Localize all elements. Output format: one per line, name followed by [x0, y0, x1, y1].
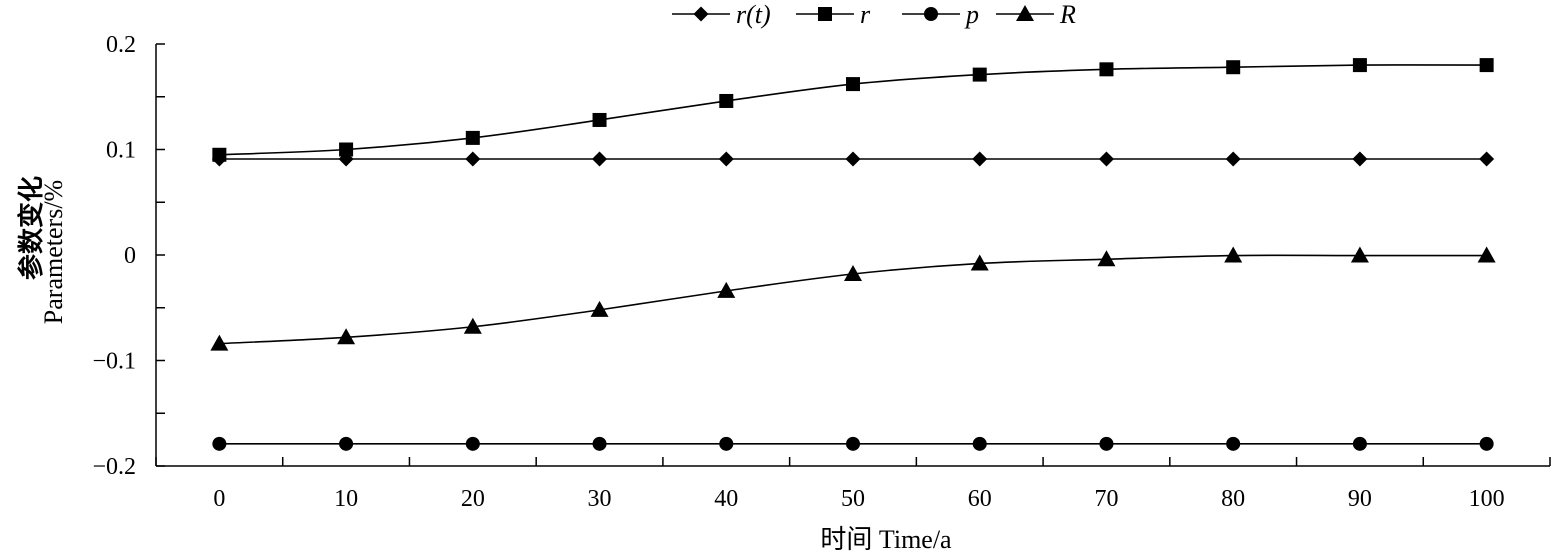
data-point — [970, 254, 989, 271]
data-point — [592, 151, 608, 167]
data-point — [1352, 151, 1368, 167]
y-tick-label: −0.2 — [92, 454, 136, 480]
data-point — [972, 151, 988, 167]
legend-label: r(t) — [736, 0, 771, 29]
x-tick-label: 100 — [1469, 486, 1505, 512]
data-point — [1226, 60, 1241, 75]
legend-item: p — [902, 0, 979, 29]
y-tick-label: 0 — [124, 243, 136, 269]
x-tick-label: 70 — [1094, 486, 1118, 512]
data-point — [210, 334, 229, 351]
data-point — [1479, 151, 1495, 167]
x-tick-label: 0 — [213, 486, 225, 512]
data-point — [1352, 436, 1367, 451]
data-point — [845, 151, 861, 167]
legend-item: r — [796, 0, 871, 29]
data-point — [1479, 436, 1494, 451]
series-3 — [210, 246, 1496, 351]
legend-marker — [693, 6, 709, 22]
data-point — [717, 281, 736, 298]
data-point — [1224, 246, 1243, 263]
y-axis-title-cn: 参数变化 — [16, 176, 46, 280]
x-tick-label: 80 — [1221, 486, 1245, 512]
x-axis: 0 10 20 30 40 50 60 70 80 90 100 — [155, 457, 1551, 512]
y-axis-title-cn-group: 参数变化 — [16, 176, 46, 280]
legend-label: p — [964, 0, 979, 29]
legend-item: r(t) — [672, 0, 771, 29]
y-tick-label: 0.2 — [106, 32, 136, 58]
legend-marker — [1016, 5, 1034, 21]
data-point — [844, 264, 862, 281]
data-point — [719, 93, 734, 108]
data-point — [592, 112, 607, 127]
data-point — [337, 328, 356, 345]
data-point — [846, 77, 860, 92]
data-point — [1352, 58, 1367, 73]
x-tick-label: 50 — [841, 486, 865, 512]
series-layer — [210, 58, 1496, 451]
data-point — [1099, 62, 1114, 77]
legend-marker — [924, 7, 938, 21]
data-point — [972, 436, 987, 451]
data-point — [1099, 436, 1114, 451]
data-point — [1225, 151, 1241, 167]
data-point — [592, 436, 607, 451]
x-tick-label: 30 — [588, 486, 612, 512]
x-tick-label: 10 — [334, 486, 358, 512]
y-axis: 0.2 0.1 0 −0.1 −0.2 — [92, 32, 165, 480]
series-1 — [212, 58, 1494, 162]
data-point — [339, 142, 354, 157]
legend-label: R — [1059, 0, 1076, 29]
x-tick-label: 60 — [968, 486, 992, 512]
y-axis-title-en: Parameters/% — [39, 180, 68, 324]
data-point — [1479, 58, 1494, 73]
y-tick-label: 0.1 — [106, 138, 136, 164]
data-point — [590, 300, 609, 317]
legend: r(t) r p R — [672, 0, 1076, 29]
x-tick-label: 40 — [714, 486, 738, 512]
y-tick-label: −0.1 — [92, 349, 136, 375]
data-point — [1097, 250, 1116, 267]
legend-item: R — [996, 0, 1076, 29]
data-point — [846, 436, 860, 451]
x-tick-label: 90 — [1348, 486, 1372, 512]
data-point — [719, 436, 734, 451]
data-point — [1350, 246, 1369, 263]
y-axis-title-en-group: Parameters/% — [39, 180, 68, 324]
x-tick-label: 20 — [461, 486, 485, 512]
data-point — [718, 151, 734, 167]
series-2 — [212, 436, 1494, 451]
data-point — [465, 151, 481, 167]
series-0 — [211, 151, 1495, 167]
data-point — [1477, 246, 1496, 263]
data-point — [465, 436, 480, 451]
legend-marker — [818, 7, 832, 21]
x-axis-title: 时间 Time/a — [820, 525, 952, 552]
data-point — [212, 436, 227, 451]
data-point — [339, 436, 354, 451]
data-point — [1226, 436, 1241, 451]
legend-label: r — [860, 0, 871, 29]
data-point — [1098, 151, 1114, 167]
data-point — [463, 317, 482, 334]
data-point — [465, 130, 480, 145]
data-point — [972, 67, 987, 82]
data-point — [212, 147, 227, 162]
